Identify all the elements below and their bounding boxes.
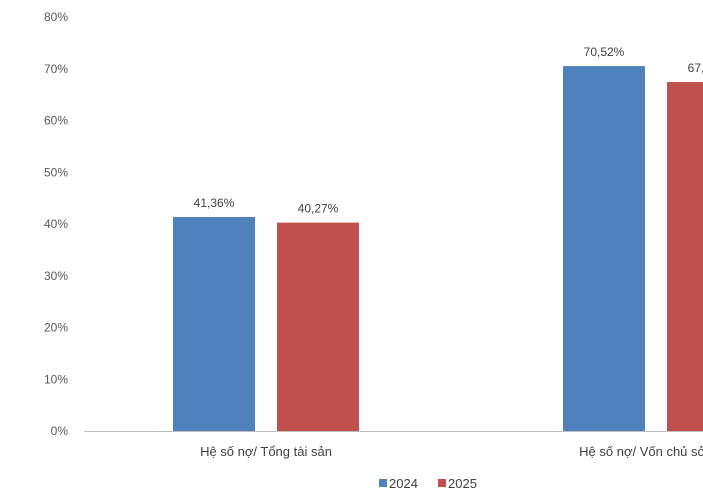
x-axis: Hệ số nợ/ Tổng tài sản Hệ số nợ/ Vốn chủ … — [84, 431, 703, 459]
category-label: Hệ số nợ/ Vốn chủ sở hữu — [579, 444, 703, 459]
y-tick-label: 70% — [44, 62, 68, 76]
legend-swatch-2024 — [379, 479, 387, 487]
legend-label: 2024 — [389, 476, 418, 491]
y-tick-label: 30% — [44, 269, 68, 283]
y-tick-label: 60% — [44, 114, 68, 128]
data-label: 67,43% — [688, 61, 703, 75]
y-tick-label: 0% — [51, 424, 69, 438]
bar-2024-2 — [563, 66, 645, 432]
y-tick-label: 20% — [44, 321, 68, 335]
bars — [173, 66, 703, 432]
y-tick-label: 50% — [44, 165, 68, 179]
y-tick-label: 80% — [44, 10, 68, 24]
y-axis: 0% 10% 20% 30% 40% 50% 60% 70% 80% — [44, 10, 68, 438]
legend-swatch-2025 — [438, 479, 446, 487]
data-label: 41,36% — [194, 196, 235, 210]
bar-2024-1 — [173, 216, 255, 431]
data-label: 70,52% — [584, 45, 625, 59]
y-tick-label: 10% — [44, 372, 68, 386]
y-tick-label: 40% — [44, 217, 68, 231]
data-labels: 41,36% 40,27% 70,52% 67,43% — [194, 45, 703, 216]
category-label: Hệ số nợ/ Tổng tài sản — [200, 444, 332, 459]
legend: 2024 2025 — [379, 476, 477, 491]
bar-2025-2 — [667, 82, 703, 432]
data-label: 40,27% — [298, 202, 339, 216]
bar-2025-1 — [277, 222, 359, 431]
legend-label: 2025 — [448, 476, 477, 491]
